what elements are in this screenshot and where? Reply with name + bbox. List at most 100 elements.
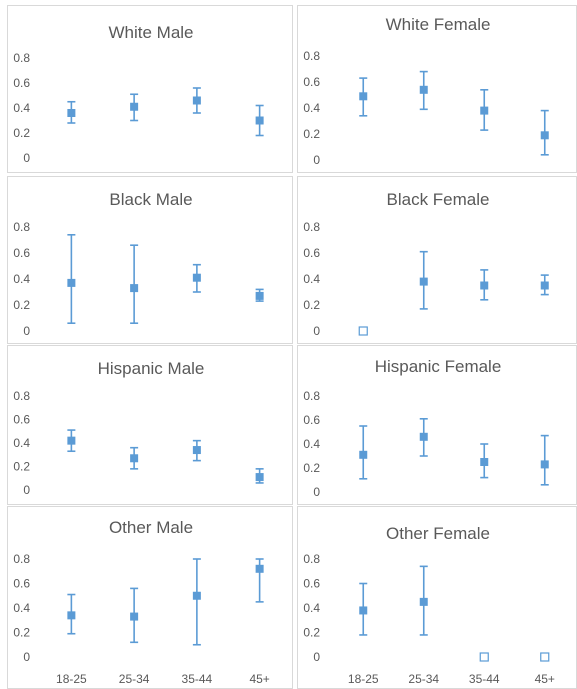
x-tick-label: 18-25 — [348, 672, 379, 686]
data-point-marker — [540, 131, 549, 140]
y-tick-label: 0.8 — [13, 220, 30, 234]
chart-title: White Male — [108, 23, 193, 42]
data-point-marker — [255, 116, 264, 125]
data-point-marker — [419, 432, 428, 441]
y-tick-label: 0.8 — [13, 51, 30, 65]
chart-plot: Hispanic Female 0 0.2 0.4 0.6 0.8 — [303, 357, 549, 499]
x-tick-label: 18-25 — [56, 672, 87, 686]
chart-panel-other-male: Other Male 0 0.2 0.4 0.6 0.8 18-25 25-34 35-44 45… — [7, 506, 293, 689]
y-tick-label: 0 — [23, 324, 30, 338]
chart-plot: White Male 0 0.2 0.4 0.6 0.8 — [13, 23, 264, 165]
x-tick-label: 35-44 — [182, 672, 213, 686]
y-tick-label: 0.8 — [13, 389, 30, 403]
y-tick-label: 0.2 — [13, 460, 30, 474]
y-tick-label: 0 — [313, 650, 320, 664]
y-tick-label: 0 — [313, 485, 320, 499]
data-point-marker — [358, 326, 368, 336]
y-tick-label: 0.6 — [13, 76, 30, 90]
chart-title: Hispanic Male — [98, 359, 205, 378]
chart-panel-white-male: White Male 0 0.2 0.4 0.6 0.8 — [7, 5, 293, 173]
y-tick-label: 0 — [313, 324, 320, 338]
y-tick-label: 0.4 — [303, 437, 320, 451]
y-tick-label: 0.8 — [303, 389, 320, 403]
chart-plot: White Female 0 0.2 0.4 0.6 0.8 — [303, 15, 549, 167]
data-point-marker — [67, 611, 76, 620]
data-point-marker — [130, 102, 139, 111]
y-tick-label: 0.8 — [303, 49, 320, 63]
data-point-marker — [67, 278, 76, 287]
chart-title: Hispanic Female — [375, 357, 502, 376]
x-tick-label: 35-44 — [469, 672, 500, 686]
x-tick-label: 45+ — [249, 672, 269, 686]
y-tick-label: 0.2 — [303, 626, 320, 640]
y-tick-label: 0.8 — [13, 552, 30, 566]
y-tick-label: 0.8 — [303, 552, 320, 566]
y-tick-label: 0.4 — [13, 436, 30, 450]
y-tick-label: 0.6 — [303, 75, 320, 89]
y-tick-label: 0 — [23, 151, 30, 165]
data-point-marker — [419, 85, 428, 94]
chart-panel-hispanic-male: Hispanic Male 0 0.2 0.4 0.6 0.8 — [7, 345, 293, 505]
y-tick-label: 0.6 — [303, 413, 320, 427]
data-point-marker — [359, 606, 368, 615]
data-point-marker — [192, 96, 201, 105]
y-tick-label: 0.4 — [13, 101, 30, 115]
y-tick-label: 0.4 — [13, 272, 30, 286]
data-point-marker — [255, 291, 264, 300]
y-tick-label: 0.2 — [303, 127, 320, 141]
y-tick-label: 0.6 — [303, 246, 320, 260]
data-point-marker — [540, 460, 549, 469]
y-tick-label: 0.6 — [13, 246, 30, 260]
x-tick-label: 25-34 — [408, 672, 439, 686]
data-point-marker — [192, 446, 201, 455]
data-point-marker — [419, 277, 428, 286]
data-point-marker — [480, 458, 489, 466]
y-tick-label: 0.4 — [303, 601, 320, 615]
y-tick-label: 0.2 — [13, 298, 30, 312]
data-point-marker — [130, 454, 139, 463]
x-tick-label: 25-34 — [119, 672, 150, 686]
y-tick-label: 0.4 — [13, 601, 30, 615]
chart-plot: Other Male 0 0.2 0.4 0.6 0.8 18-25 25-34 35-44 45… — [13, 518, 269, 686]
chart-title: Other Female — [386, 524, 490, 543]
chart-panel-black-male: Black Male 0 0.2 0.4 0.6 0.8 — [7, 176, 293, 344]
y-tick-label: 0.8 — [303, 220, 320, 234]
data-point-marker — [255, 564, 264, 573]
chart-title: White Female — [386, 15, 491, 34]
data-point-marker — [359, 450, 368, 459]
y-tick-label: 0.6 — [13, 413, 30, 427]
data-point-marker — [255, 473, 264, 482]
y-tick-label: 0.6 — [303, 577, 320, 591]
y-tick-label: 0.4 — [303, 101, 320, 115]
chart-title: Black Male — [109, 190, 192, 209]
y-tick-label: 0.2 — [303, 461, 320, 475]
data-point-marker — [540, 652, 550, 662]
chart-title: Other Male — [109, 518, 193, 537]
data-point-marker — [192, 591, 201, 600]
chart-panel-other-female: Other Female 0 0.2 0.4 0.6 0.8 18-25 25-34 35-44… — [297, 506, 577, 689]
chart-plot: Hispanic Male 0 0.2 0.4 0.6 0.8 — [13, 359, 264, 497]
data-point-marker — [67, 436, 76, 445]
y-tick-label: 0.2 — [13, 126, 30, 140]
error-bar — [192, 558, 201, 646]
data-point-marker — [419, 597, 428, 606]
y-tick-label: 0 — [23, 650, 30, 664]
chart-plot: Black Female 0 0.2 0.4 0.6 0.8 — [303, 190, 549, 338]
error-bar — [540, 434, 549, 486]
data-point-marker — [540, 281, 549, 290]
data-point-marker — [130, 612, 139, 621]
chart-panel-hispanic-female: Hispanic Female 0 0.2 0.4 0.6 0.8 — [297, 345, 577, 505]
chart-plot: Other Female 0 0.2 0.4 0.6 0.8 18-25 25-34 35-44… — [303, 524, 555, 686]
chart-plot: Black Male 0 0.2 0.4 0.6 0.8 — [13, 190, 264, 338]
data-point-marker — [479, 652, 489, 662]
data-point-marker — [130, 284, 139, 293]
y-tick-label: 0.2 — [303, 298, 320, 312]
data-point-marker — [480, 106, 489, 115]
y-tick-label: 0.4 — [303, 272, 320, 286]
chart-panel-white-female: White Female 0 0.2 0.4 0.6 0.8 — [297, 5, 577, 173]
x-tick-label: 45+ — [535, 672, 555, 686]
data-point-marker — [359, 92, 368, 101]
y-tick-label: 0.6 — [13, 577, 30, 591]
chart-panel-black-female: Black Female 0 0.2 0.4 0.6 0.8 — [297, 176, 577, 344]
y-tick-label: 0 — [313, 153, 320, 167]
